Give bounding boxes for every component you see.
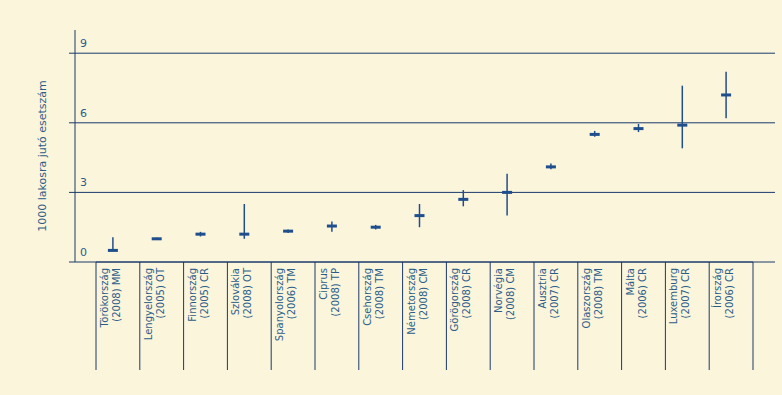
category-label: Ciprus(2008) TP	[318, 268, 341, 317]
category-label-line: (2008) TP	[330, 268, 341, 317]
category-label: Luxemburg(2007) CR	[668, 268, 691, 324]
y-axis-label: 1000 lakosra jutó esetszám	[36, 80, 49, 232]
point-marker	[546, 165, 556, 168]
point-marker	[502, 191, 512, 194]
grid-line	[69, 53, 775, 54]
category-label-line: (2008) TM	[593, 268, 604, 319]
category-separator	[577, 262, 578, 370]
category-separator	[402, 262, 403, 370]
tick-label: 3	[80, 176, 87, 189]
category-separator	[315, 262, 316, 370]
category-label-line: Lengyelország	[143, 268, 154, 340]
category-separator	[139, 262, 140, 370]
category-separator	[621, 262, 622, 370]
category-separator	[753, 262, 754, 370]
category-label-line: Írország	[711, 268, 723, 308]
category-label-line: (2008) CM	[505, 268, 516, 320]
category-label-line: (2005) CR	[199, 268, 210, 318]
category-label-line: Luxemburg	[668, 268, 679, 324]
category-label: Norvégia(2008) CM	[493, 268, 516, 320]
point-marker	[327, 225, 337, 228]
category-label: Lengyelország(2005) OT	[143, 267, 166, 340]
point-marker	[196, 233, 206, 236]
category-label-line: (2006) CR	[637, 268, 648, 318]
category-label-line: (2006) CR	[724, 268, 735, 318]
category-separator	[183, 262, 184, 370]
point-marker	[239, 233, 249, 236]
category-label: Olaszország(2008) TM	[581, 268, 604, 328]
category-label-line: Finnország	[187, 268, 198, 322]
category-label: Németország(2008) CM	[406, 268, 429, 335]
category-separator	[271, 262, 272, 370]
category-label-line: (2007) CR	[680, 268, 691, 318]
category-label: Görögország(2008) CR	[449, 268, 472, 331]
category-label: Spanyolország(2006) TM	[274, 268, 297, 341]
category-label-line: (2007) CR	[549, 268, 560, 318]
category-label-line: (2008) MM	[111, 268, 122, 322]
point-marker	[634, 127, 644, 130]
category-label: Finnország(2005) CR	[187, 268, 210, 322]
category-label-line: (2008) CR	[461, 268, 472, 318]
category-label: Törökország(2008) MM	[99, 268, 122, 329]
category-label: Málta(2006) CR	[625, 268, 648, 318]
point-marker	[371, 226, 381, 229]
category-separator	[709, 262, 710, 370]
category-separator	[358, 262, 359, 370]
grid-line	[69, 262, 775, 263]
point-marker	[108, 249, 118, 252]
category-label: Ausztria(2007) CR	[537, 268, 560, 318]
category-label-line: Spanyolország	[274, 268, 285, 341]
category-label-line: Törökország	[99, 268, 110, 329]
background	[0, 0, 782, 395]
y-axis	[75, 30, 76, 262]
marks	[108, 72, 731, 252]
category-separator	[446, 262, 447, 370]
grid-line	[69, 122, 775, 123]
category-label-line: Olaszország	[581, 268, 592, 328]
category-label-line: Málta	[625, 268, 636, 296]
category-label: Szlovákia(2008) OT	[230, 267, 253, 318]
category-label: Írország(2006) CR	[711, 268, 735, 318]
category-separator	[665, 262, 666, 370]
point-marker	[152, 237, 162, 240]
point-marker	[415, 214, 425, 217]
category-separator	[96, 262, 97, 370]
category-label-line: Norvégia	[493, 268, 504, 313]
category-label-line: (2005) OT	[155, 267, 166, 318]
category-label-line: (2008) OT	[242, 267, 253, 318]
range-line	[112, 237, 114, 250]
point-marker	[721, 93, 731, 96]
point-marker	[458, 198, 468, 201]
category-label-line: (2006) TM	[286, 268, 297, 319]
range-line	[506, 174, 508, 216]
category-separator	[534, 262, 535, 370]
category-frame	[96, 262, 753, 263]
category-separator	[227, 262, 228, 370]
category-label-line: Szlovákia	[230, 268, 241, 315]
tick-label: 9	[80, 37, 87, 50]
category-label-line: Ausztria	[537, 268, 548, 309]
tick-label: 6	[80, 107, 87, 120]
point-marker	[590, 133, 600, 136]
grid-line	[69, 192, 775, 193]
category-label-line: (2008) TM	[374, 268, 385, 319]
category-label-line: Ciprus	[318, 268, 329, 300]
category-label-line: Görögország	[449, 268, 460, 331]
range-line	[682, 86, 684, 149]
point-marker	[283, 230, 293, 233]
category-separator	[490, 262, 491, 370]
category-label: Csehország(2008) TM	[362, 268, 385, 326]
chart: 0 3 6 9 1000 lakosra jutó esetszám Törökorszá…	[0, 0, 782, 395]
category-label-line: (2008) CM	[418, 268, 429, 320]
point-marker	[677, 124, 687, 127]
tick-label: 0	[80, 246, 87, 259]
category-label-line: Csehország	[362, 268, 373, 326]
category-label-line: Németország	[406, 268, 417, 335]
